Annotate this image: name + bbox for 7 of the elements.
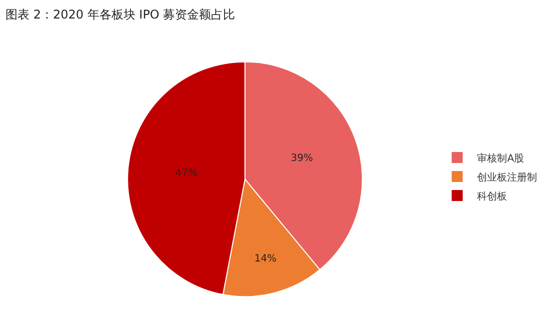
chart-title: 图表 2：2020 年各板块 IPO 募资金额占比 bbox=[6, 7, 236, 22]
legend-label: 创业板注册制 bbox=[477, 171, 538, 184]
data-label: 39% bbox=[290, 153, 313, 164]
data-label: 14% bbox=[254, 253, 277, 264]
legend-label: 科创板 bbox=[477, 190, 508, 202]
legend-label: 审核制A股 bbox=[477, 152, 524, 164]
data-label: 47% bbox=[175, 168, 198, 180]
